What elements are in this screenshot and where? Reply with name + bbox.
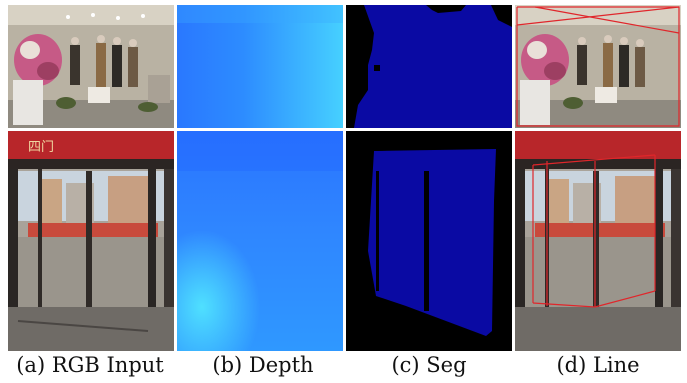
storefront-sign-text: 四门 [28, 140, 54, 155]
line-overlay-storefront [515, 5, 681, 128]
segmentation-mask-storefront [346, 5, 512, 128]
caption-depth: (b) Depth [212, 353, 314, 377]
depth-map-glass-door [177, 131, 343, 351]
caption-line: (d) Line [556, 353, 640, 377]
depth-map-storefront [177, 5, 343, 128]
figure-grid: 四门 [8, 5, 681, 351]
line-overlay-glass-door [515, 131, 681, 351]
rgb-storefront-photo [8, 5, 174, 128]
caption-seg: (c) Seg [391, 353, 467, 377]
segmentation-mask-glass-door [346, 131, 512, 351]
caption-rgb-input: (a) RGB Input [16, 353, 164, 377]
rgb-glass-door-photo: 四门 [8, 131, 174, 351]
